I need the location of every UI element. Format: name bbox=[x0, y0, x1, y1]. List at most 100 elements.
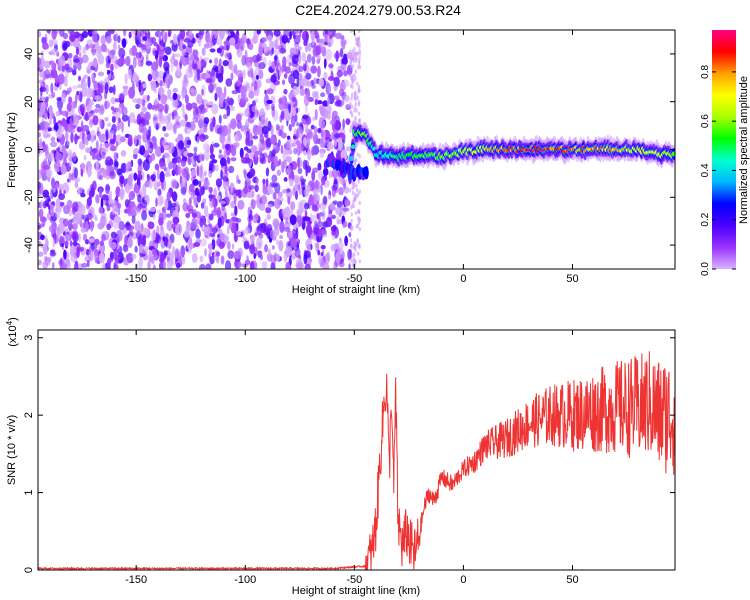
noise-blob bbox=[261, 125, 269, 135]
noise-blob bbox=[289, 231, 293, 239]
noise-blob bbox=[200, 202, 205, 209]
noise-blob bbox=[134, 245, 138, 253]
noise-blob bbox=[170, 61, 174, 72]
noise-blob bbox=[63, 76, 68, 87]
noise-blob bbox=[164, 198, 169, 210]
noise-blob bbox=[75, 46, 80, 56]
noise-blob bbox=[358, 153, 361, 159]
noise-blob bbox=[216, 206, 222, 218]
noise-blob bbox=[245, 38, 251, 45]
noise-blob bbox=[290, 160, 298, 171]
noise-blob bbox=[226, 53, 232, 58]
noise-blob bbox=[201, 47, 206, 56]
noise-blob bbox=[304, 202, 310, 210]
noise-blob bbox=[163, 167, 167, 172]
noise-blob bbox=[94, 216, 98, 221]
noise-blob bbox=[172, 216, 180, 225]
noise-blob bbox=[224, 212, 228, 222]
noise-blob bbox=[140, 199, 148, 209]
noise-blob bbox=[97, 131, 102, 139]
noise-blob bbox=[342, 118, 345, 130]
noise-blob bbox=[138, 179, 142, 190]
noise-blob bbox=[220, 31, 225, 40]
noise-blob bbox=[107, 122, 112, 127]
noise-blob bbox=[108, 86, 114, 94]
noise-blob bbox=[138, 51, 142, 59]
noise-blob bbox=[354, 69, 358, 74]
band-cell bbox=[363, 166, 369, 180]
noise-blob bbox=[240, 125, 245, 132]
noise-blob bbox=[181, 177, 187, 187]
noise-blob bbox=[142, 159, 150, 171]
noise-blob bbox=[228, 37, 236, 46]
noise-blob bbox=[338, 187, 344, 196]
noise-blob bbox=[355, 187, 359, 193]
noise-blob bbox=[143, 117, 147, 129]
noise-blob bbox=[61, 117, 66, 128]
noise-blob bbox=[262, 185, 268, 195]
noise-blob bbox=[118, 47, 126, 59]
noise-blob bbox=[309, 258, 313, 263]
noise-blob bbox=[88, 190, 93, 200]
spectrogram-y-ticks: -40 -20 0 20 40 bbox=[23, 48, 675, 253]
noise-blob bbox=[244, 225, 251, 235]
noise-blob bbox=[283, 88, 288, 95]
noise-blob bbox=[344, 199, 351, 207]
noise-blob bbox=[312, 193, 318, 205]
noise-blob bbox=[167, 239, 172, 250]
noise-blob bbox=[296, 76, 300, 88]
noise-blob bbox=[149, 207, 156, 213]
colorbar-tick-label: 0.8 bbox=[700, 64, 711, 78]
noise-blob bbox=[345, 118, 351, 125]
noise-blob bbox=[312, 224, 320, 235]
noise-blob bbox=[248, 184, 255, 190]
noise-blob bbox=[81, 106, 85, 115]
noise-blob bbox=[88, 238, 96, 243]
band-cell bbox=[349, 156, 354, 161]
colorbar-ticks: 0.0 0.2 0.4 0.6 0.8 bbox=[700, 64, 736, 276]
noise-blob bbox=[140, 187, 146, 198]
noise-blob bbox=[237, 262, 242, 268]
noise-blob bbox=[167, 88, 172, 98]
noise-blob bbox=[50, 249, 56, 254]
noise-blob bbox=[61, 263, 68, 269]
y-tick-label: 0 bbox=[23, 567, 35, 573]
noise-blob bbox=[221, 171, 229, 178]
noise-blob bbox=[152, 229, 156, 241]
noise-blob bbox=[305, 72, 312, 80]
noise-blob bbox=[194, 187, 200, 196]
noise-blob bbox=[44, 44, 49, 49]
colorbar-tick-label: 0.2 bbox=[700, 212, 711, 226]
noise-blob bbox=[227, 131, 231, 142]
y-tick-label: 3 bbox=[23, 335, 35, 341]
noise-blob bbox=[327, 30, 335, 38]
noise-blob bbox=[133, 184, 141, 194]
noise-blob bbox=[74, 212, 82, 225]
noise-blob bbox=[81, 262, 88, 268]
noise-blob bbox=[256, 226, 263, 236]
noise-blob bbox=[349, 225, 353, 230]
noise-blob bbox=[127, 206, 132, 217]
noise-blob bbox=[159, 51, 165, 56]
noise-blob bbox=[255, 74, 259, 80]
noise-blob bbox=[112, 218, 120, 230]
noise-blob bbox=[141, 44, 147, 51]
noise-blob bbox=[267, 256, 271, 262]
noise-blob bbox=[72, 85, 78, 90]
noise-blob bbox=[237, 199, 245, 210]
noise-blob bbox=[279, 115, 283, 123]
noise-blob bbox=[183, 229, 190, 238]
noise-blob bbox=[79, 91, 83, 103]
noise-blob bbox=[41, 36, 47, 44]
noise-blob bbox=[215, 38, 223, 46]
noise-blob bbox=[342, 220, 348, 228]
noise-blob bbox=[175, 224, 180, 236]
noise-blob bbox=[146, 173, 150, 179]
noise-blob bbox=[288, 138, 293, 148]
noise-blob bbox=[311, 55, 316, 66]
noise-blob bbox=[353, 251, 356, 257]
noise-blob bbox=[250, 236, 255, 245]
noise-blob bbox=[59, 55, 66, 65]
noise-blob bbox=[251, 54, 259, 63]
noise-blob bbox=[115, 32, 118, 43]
